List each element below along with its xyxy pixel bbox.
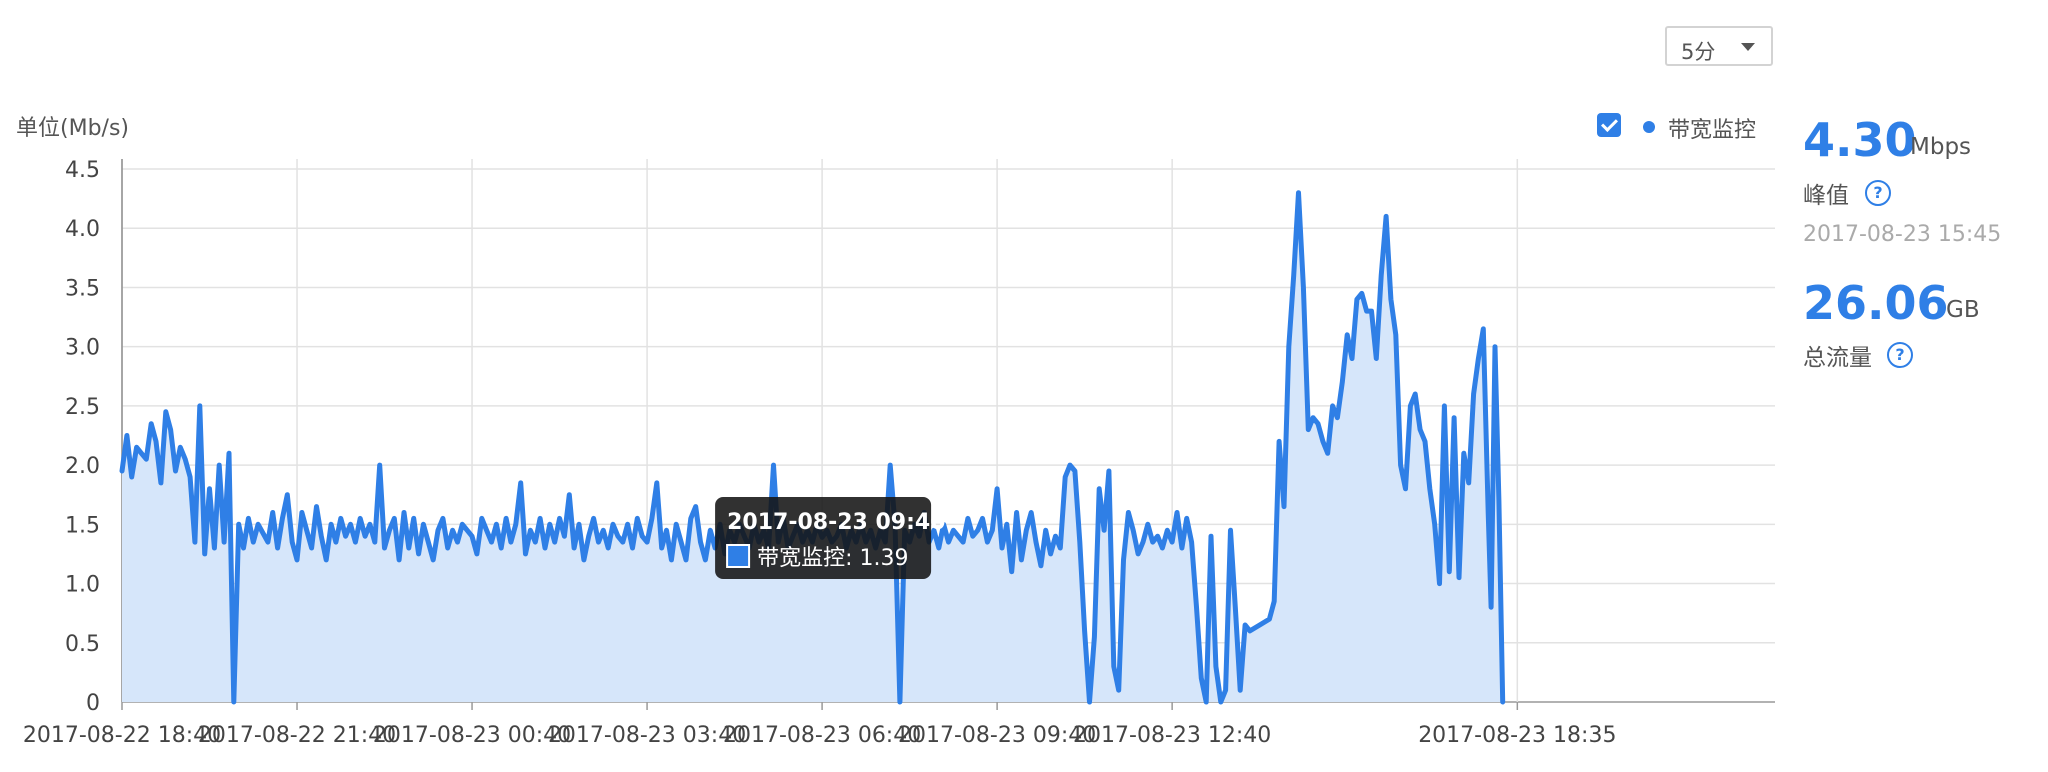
bandwidth-chart: 0 0.5 1.0 1.5 2.0 2.5 3.0 3.5 4.0 4.5 2017-08-22 1… [23,158,1775,748]
x-tick-label: 2017-08-23 00:40 [373,723,571,748]
peak-unit: Mbps [1910,134,1972,160]
x-tick-label: 2017-08-22 18:40 [23,723,221,748]
y-tick-label: 0.5 [65,632,100,657]
chart-area-layer [119,190,1506,705]
tooltip-swatch [726,544,751,568]
total-help-icon[interactable]: ? [1887,342,1913,368]
chevron-down-icon [1741,43,1755,51]
x-tick-label: 2017-08-23 03:40 [548,723,746,748]
y-tick-label: 3.5 [65,276,100,301]
total-traffic-value: 26.06 [1803,276,1949,330]
y-tick-label: 2.0 [65,454,100,479]
y-tick-label: 2.5 [65,395,100,420]
chart-tooltip: 2017-08-23 09:40 带宽监控: 1.39 [715,497,946,579]
series-area [122,192,1503,702]
x-tick-label: 2017-08-23 06:40 [723,723,921,748]
peak-value: 4.30 [1803,113,1917,167]
y-tick-label: 1.0 [65,573,100,598]
interval-select[interactable]: 5分 [1665,26,1773,66]
peak-help-icon[interactable]: ? [1865,180,1891,206]
total-traffic-unit: GB [1946,297,1980,323]
x-tick-label: 2017-08-23 18:35 [1418,723,1616,748]
tooltip-title: 2017-08-23 09:40 [727,510,945,535]
chart-grid [121,159,1775,710]
x-tick-label: 2017-08-23 09:40 [898,723,1096,748]
unit-label: 单位(Mb/s) [16,116,129,141]
peak-label: 峰值 [1803,183,1849,209]
legend-dot-icon [1643,121,1655,133]
peak-time: 2017-08-23 15:45 [1803,222,2002,247]
y-tick-label: 4.0 [65,217,100,242]
y-tick-label: 1.5 [65,513,100,538]
y-tick-label: 0 [86,691,100,716]
x-tick-label: 2017-08-23 12:40 [1073,723,1271,748]
total-traffic-label: 总流量 [1803,345,1872,371]
tooltip-value: 带宽监控: 1.39 [757,546,908,571]
tooltip-box [715,497,932,579]
interval-value: 5分 [1681,40,1716,64]
chart-axis-labels: 0 0.5 1.0 1.5 2.0 2.5 3.0 3.5 4.0 4.5 2017-08-22 1… [23,158,1617,748]
legend-checkbox[interactable] [1597,113,1621,137]
x-tick-label: 2017-08-22 21:40 [198,723,396,748]
y-tick-label: 4.5 [65,158,100,183]
legend-label: 带宽监控 [1668,118,1757,143]
y-tick-label: 3.0 [65,336,100,361]
